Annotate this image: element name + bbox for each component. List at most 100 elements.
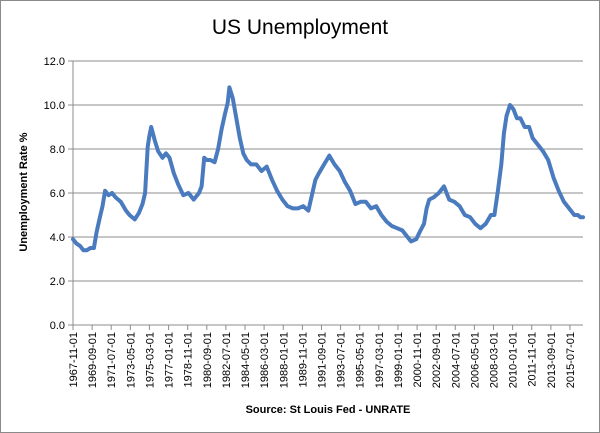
data-point — [285, 204, 290, 208]
x-tick-label: 1969-09-01 — [87, 332, 99, 388]
data-point — [504, 114, 509, 118]
data-point — [88, 246, 92, 250]
data-point — [265, 165, 269, 169]
data-point — [468, 215, 472, 219]
x-axis-label: Source: St Louis Fed - UNRATE — [245, 404, 411, 416]
data-point — [220, 127, 224, 131]
data-point — [523, 125, 527, 129]
data-point — [536, 143, 540, 147]
x-tick-label: 1978-11-01 — [183, 332, 195, 387]
data-point — [167, 156, 172, 160]
data-point — [176, 182, 180, 186]
data-point — [226, 101, 230, 105]
data-point — [301, 204, 305, 208]
x-tick-label: 1997-03-01 — [374, 332, 386, 388]
data-point — [241, 151, 245, 155]
series-line — [71, 85, 585, 253]
data-point — [343, 180, 347, 184]
data-point — [437, 191, 441, 195]
data-point — [581, 215, 585, 219]
data-point — [348, 189, 352, 193]
data-point — [463, 213, 467, 217]
x-tick-label: 2013-09-01 — [546, 332, 558, 388]
data-point — [186, 191, 191, 195]
data-point — [508, 103, 512, 107]
x-tick-label: 1989-11-01 — [297, 332, 309, 387]
data-point — [502, 132, 506, 136]
data-point — [578, 215, 582, 219]
data-point — [164, 151, 168, 155]
data-point — [557, 189, 561, 193]
data-point — [291, 206, 295, 210]
data-point — [110, 191, 114, 195]
data-point — [205, 158, 209, 162]
x-tick-label: 1977-01-01 — [164, 332, 176, 388]
data-point — [447, 198, 451, 202]
x-tick-label: 2011-11-01 — [527, 332, 539, 387]
data-point — [530, 136, 535, 140]
data-point — [238, 136, 242, 140]
data-point — [140, 202, 145, 206]
x-tick-label: 2010-01-01 — [508, 332, 520, 388]
data-point — [458, 204, 462, 208]
data-point — [202, 156, 206, 160]
data-point — [234, 116, 238, 120]
data-point — [199, 184, 204, 188]
data-point — [332, 162, 337, 166]
x-tick-label: 1982-07-01 — [221, 332, 233, 388]
data-point — [71, 237, 75, 241]
x-tick-label: 1988-01-01 — [278, 332, 290, 388]
x-tick-label: 1971-07-01 — [106, 332, 118, 388]
y-tick-label: 8.0 — [50, 144, 65, 156]
data-point — [197, 191, 201, 195]
data-point — [133, 217, 137, 221]
y-tick-labels: 0.0 2.0 4.0 6.0 8.0 10.0 12.0 — [44, 56, 65, 332]
data-point — [322, 162, 326, 166]
data-point — [414, 237, 418, 241]
data-point — [216, 147, 220, 151]
data-point — [374, 204, 378, 208]
data-point — [518, 116, 523, 120]
data-point — [94, 231, 99, 235]
data-point — [492, 213, 496, 217]
data-point — [499, 162, 503, 166]
data-point — [369, 206, 373, 210]
data-point — [496, 189, 500, 193]
series-group — [71, 85, 585, 253]
data-point — [275, 189, 279, 193]
data-point — [147, 134, 152, 138]
data-point — [489, 213, 493, 217]
y-tick-label: 6.0 — [50, 188, 65, 200]
data-point — [442, 184, 446, 188]
data-point — [270, 178, 274, 182]
data-point — [390, 224, 394, 228]
data-point — [227, 85, 231, 89]
data-point — [395, 226, 399, 230]
x-tick-label: 2015-07-01 — [565, 332, 577, 388]
data-point — [100, 204, 105, 208]
data-point — [231, 96, 235, 100]
data-point — [379, 213, 384, 217]
data-point — [146, 145, 150, 149]
x-tick-labels: 1967-11-01 1969-09-01 1971-07-01 1973-05-01… — [68, 325, 577, 388]
data-point — [317, 171, 321, 175]
data-point — [515, 116, 519, 120]
x-tick-label: 1967-11-01 — [68, 332, 80, 387]
data-point — [213, 160, 217, 164]
data-point — [74, 242, 79, 246]
data-point — [511, 107, 516, 111]
data-point — [572, 213, 576, 217]
data-point — [567, 206, 571, 210]
data-point — [192, 198, 196, 202]
x-tick-label: 1993-07-01 — [336, 332, 348, 388]
data-point — [409, 239, 413, 243]
data-point — [313, 178, 318, 182]
data-point — [452, 200, 457, 204]
x-tick-label: 1986-03-01 — [259, 332, 271, 388]
y-tick-label: 12.0 — [44, 56, 65, 68]
data-point — [405, 235, 410, 239]
data-point — [576, 213, 580, 217]
x-tick-label: 1975-03-01 — [144, 332, 156, 388]
data-point — [259, 169, 264, 173]
data-point — [431, 195, 436, 199]
